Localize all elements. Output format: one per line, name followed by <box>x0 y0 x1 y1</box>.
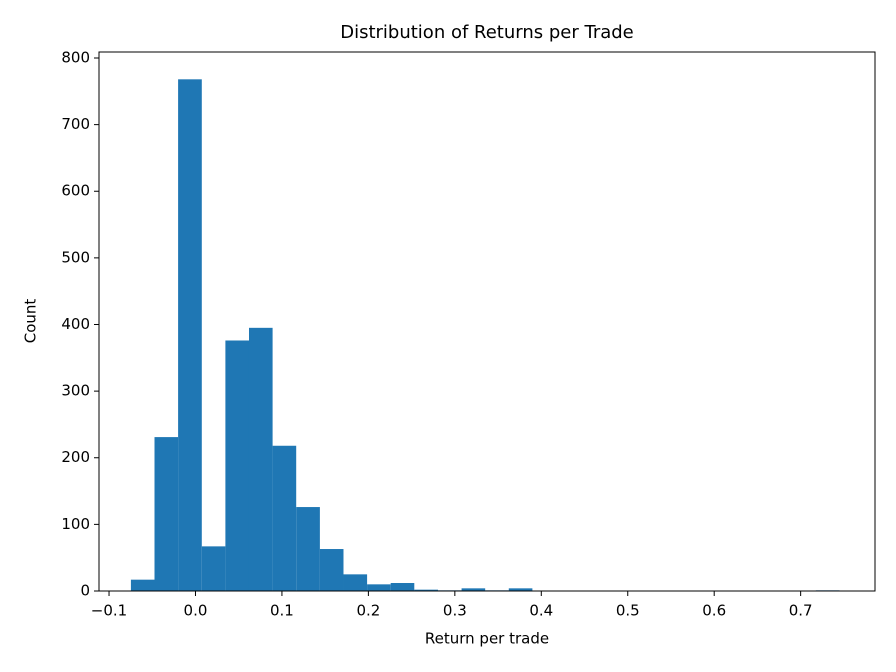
bar <box>367 584 391 591</box>
x-tick-label: 0.7 <box>789 602 813 620</box>
bar <box>272 445 297 591</box>
bar <box>390 583 415 591</box>
y-tick-label: 700 <box>61 115 90 133</box>
chart-title: Distribution of Returns per Trade <box>340 22 634 43</box>
x-tick-label: 0.2 <box>356 602 380 620</box>
y-tick-label: 500 <box>61 248 90 266</box>
bar <box>225 340 249 591</box>
bar <box>201 546 226 591</box>
plot-frame <box>98 51 876 592</box>
bar <box>461 588 486 591</box>
bar <box>248 327 273 591</box>
bar <box>130 579 155 591</box>
y-tick-label: 400 <box>61 315 90 333</box>
y-tick-label: 200 <box>61 448 90 466</box>
y-tick-label: 300 <box>61 382 90 400</box>
x-tick-label: −0.1 <box>91 602 127 620</box>
bar <box>319 549 344 591</box>
bar <box>178 79 202 591</box>
x-tick-label: 0.1 <box>270 602 294 620</box>
x-axis-label: Return per trade <box>425 630 549 648</box>
bar <box>508 588 533 591</box>
y-tick-label: 600 <box>61 182 90 200</box>
x-tick-label: 0.5 <box>616 602 640 620</box>
y-axis-label: Count <box>22 299 40 344</box>
y-tick-label: 800 <box>61 48 90 66</box>
y-tick-label: 0 <box>80 582 90 600</box>
x-tick-label: 0.3 <box>443 602 467 620</box>
x-tick-label: 0.4 <box>529 602 553 620</box>
bar <box>154 437 179 591</box>
bar <box>414 589 438 591</box>
x-tick-label: 0.0 <box>184 602 208 620</box>
y-tick-label: 100 <box>61 515 90 533</box>
bar <box>296 507 320 591</box>
x-tick-label: 0.6 <box>702 602 726 620</box>
bar <box>343 574 368 591</box>
